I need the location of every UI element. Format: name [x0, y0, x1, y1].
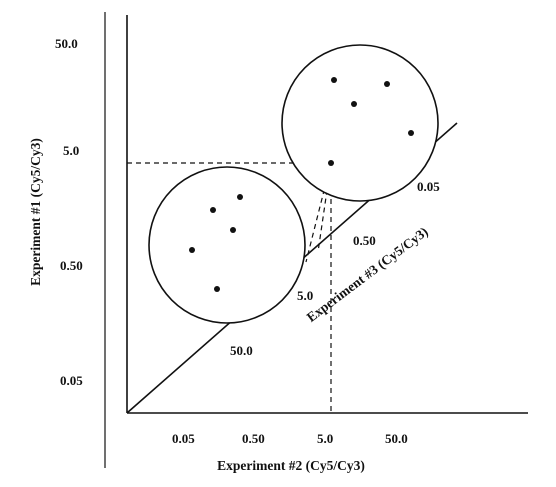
- upper-cluster-point: [351, 101, 357, 107]
- upper-cluster-point: [408, 130, 414, 136]
- projected-point: [328, 160, 334, 166]
- lower-cluster-circle: [148, 166, 306, 324]
- y-axis-title: Experiment #1 (Cy5/Cy3): [28, 138, 43, 286]
- x-axis-title: Experiment #2 (Cy5/Cy3): [217, 458, 365, 473]
- y-tick-label: 0.50: [60, 258, 83, 273]
- projection-dashed-line-2: [317, 162, 332, 253]
- upper-cluster-point: [384, 81, 390, 87]
- diagonal-tick-label: 0.50: [353, 233, 376, 248]
- upper-cluster-point: [331, 77, 337, 83]
- projection-dashed-line-1: [305, 162, 332, 263]
- x-tick-label: 50.0: [385, 431, 408, 446]
- y-tick-label: 50.0: [55, 36, 78, 51]
- x-tick-label: 0.05: [172, 431, 195, 446]
- upper-cluster-circle: [281, 44, 439, 202]
- x-tick-label: 5.0: [317, 431, 333, 446]
- diagonal-tick-label: 50.0: [230, 343, 253, 358]
- diagonal-tick-label: 0.05: [417, 179, 440, 194]
- y-tick-label: 5.0: [63, 143, 79, 158]
- lower-cluster-point: [230, 227, 236, 233]
- lower-cluster-point: [210, 207, 216, 213]
- lower-cluster-point: [237, 194, 243, 200]
- lower-cluster-point: [214, 286, 220, 292]
- lower-cluster-point: [189, 247, 195, 253]
- x-tick-label: 0.50: [242, 431, 265, 446]
- diagonal-tick-label: 5.0: [297, 288, 313, 303]
- y-tick-label: 0.05: [60, 373, 83, 388]
